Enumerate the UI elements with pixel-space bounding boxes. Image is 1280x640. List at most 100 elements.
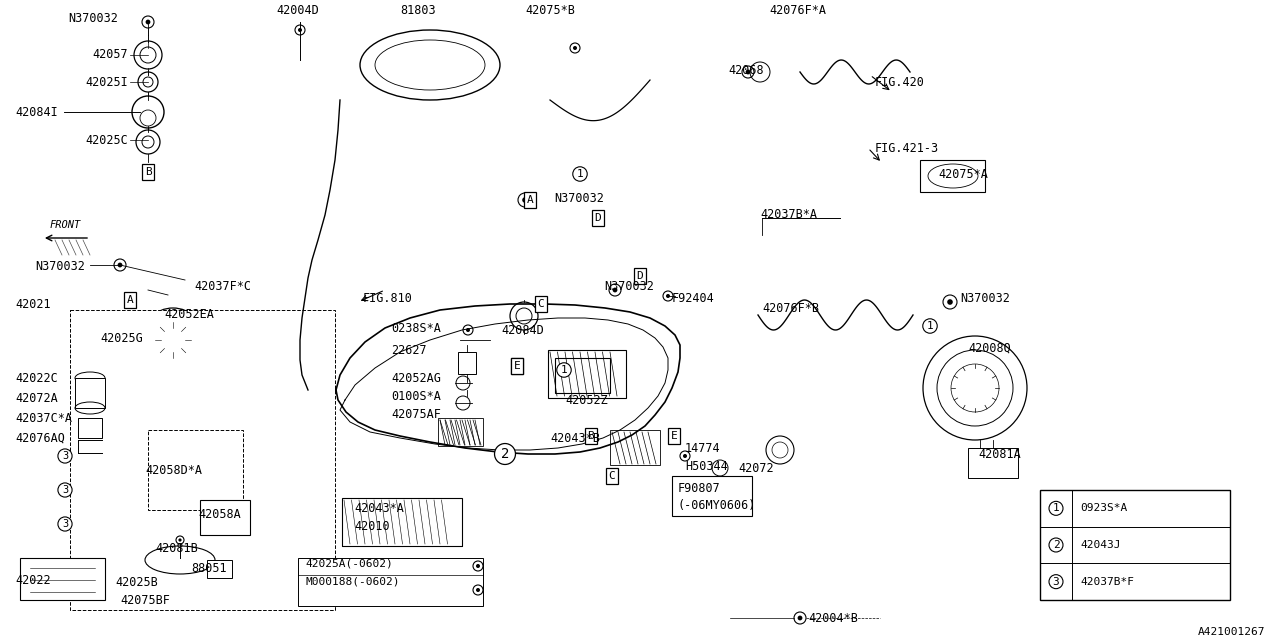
Text: 42075*A: 42075*A [938,168,988,182]
Text: 42075AF: 42075AF [390,408,440,420]
Circle shape [476,564,480,568]
Text: 42037B*F: 42037B*F [1080,577,1134,587]
Text: FIG.420: FIG.420 [876,76,925,88]
Text: 42008Q: 42008Q [968,342,1011,355]
FancyBboxPatch shape [78,418,102,438]
Text: M000188(-0602): M000188(-0602) [305,577,399,587]
Text: 88051: 88051 [191,561,227,575]
FancyBboxPatch shape [76,378,105,408]
Text: 42068: 42068 [728,63,764,77]
Text: 3: 3 [61,519,68,529]
Circle shape [476,588,480,592]
Text: 42037F*C: 42037F*C [195,280,251,292]
Text: 42043J: 42043J [1080,540,1120,550]
Text: 42052Z: 42052Z [564,394,608,406]
Text: 42057: 42057 [92,49,128,61]
FancyBboxPatch shape [968,448,1018,478]
Text: 42025G: 42025G [100,332,143,344]
Text: 0923S*A: 0923S*A [1080,503,1128,513]
Text: FIG.421-3: FIG.421-3 [876,141,940,154]
Text: 42058D*A: 42058D*A [145,463,202,477]
Circle shape [613,287,617,292]
Text: F92404: F92404 [672,291,714,305]
Text: (-06MY0606): (-06MY0606) [678,499,756,511]
FancyBboxPatch shape [207,560,232,578]
Circle shape [797,616,803,620]
Text: N370032: N370032 [960,291,1010,305]
Text: 22627: 22627 [390,344,426,356]
Text: E: E [513,361,521,371]
FancyBboxPatch shape [920,160,986,192]
FancyBboxPatch shape [1039,490,1230,600]
Circle shape [947,299,952,305]
FancyBboxPatch shape [438,418,483,446]
Text: A: A [127,295,133,305]
Text: 42021: 42021 [15,298,51,312]
Text: 42076F*A: 42076F*A [769,3,827,17]
Text: 42081A: 42081A [978,447,1020,461]
Text: 42022C: 42022C [15,371,58,385]
Text: B: B [588,431,594,441]
FancyBboxPatch shape [611,430,660,465]
Text: 42052EA: 42052EA [164,308,214,321]
Circle shape [745,70,750,74]
Text: 42025I: 42025I [86,76,128,88]
Text: 42025C: 42025C [86,134,128,147]
Text: 1: 1 [561,365,567,375]
FancyBboxPatch shape [342,498,462,546]
Text: B: B [145,167,151,177]
Circle shape [146,20,151,24]
Text: 42076F*B: 42076F*B [762,301,819,314]
FancyBboxPatch shape [20,558,105,600]
FancyBboxPatch shape [200,500,250,535]
Circle shape [684,454,687,458]
FancyBboxPatch shape [672,476,753,516]
Text: 42081B: 42081B [155,541,197,554]
Text: 3: 3 [61,451,68,461]
Text: 42084I: 42084I [15,106,58,118]
Circle shape [298,28,302,32]
Text: 42025A(-0602): 42025A(-0602) [305,559,393,569]
Text: N370032: N370032 [35,259,84,273]
Text: 3: 3 [1052,577,1060,587]
Text: 2: 2 [500,447,509,461]
Circle shape [118,262,123,268]
Circle shape [466,328,470,332]
Text: C: C [538,299,544,309]
FancyBboxPatch shape [548,350,626,398]
Text: 42025B: 42025B [115,575,157,589]
Text: 14774: 14774 [685,442,721,454]
Circle shape [522,197,527,203]
Text: 42043*A: 42043*A [355,502,404,515]
FancyBboxPatch shape [458,352,476,374]
FancyBboxPatch shape [148,430,243,510]
Text: 42058A: 42058A [198,509,241,522]
Text: 42004D: 42004D [276,3,320,17]
Text: D: D [636,271,644,281]
Text: N370032: N370032 [68,12,118,24]
Text: 0100S*A: 0100S*A [390,390,440,403]
Text: 42004*B: 42004*B [808,611,858,625]
Text: C: C [608,471,616,481]
Circle shape [178,538,182,541]
Text: 0238S*A: 0238S*A [390,321,440,335]
Text: E: E [513,361,521,371]
Text: FIG.810: FIG.810 [364,291,413,305]
Text: 42037C*A: 42037C*A [15,412,72,424]
Text: 42010: 42010 [355,520,389,532]
Text: 42075*B: 42075*B [525,3,575,17]
Circle shape [573,46,577,50]
FancyBboxPatch shape [70,310,335,610]
Text: 1: 1 [927,321,933,331]
Text: 42052AG: 42052AG [390,371,440,385]
Text: 3: 3 [61,485,68,495]
Text: 1: 1 [576,169,584,179]
Text: N370032: N370032 [604,280,654,292]
Text: A421001267: A421001267 [1198,627,1265,637]
Text: 81803: 81803 [401,3,435,17]
FancyBboxPatch shape [556,358,611,393]
Text: 2: 2 [1052,540,1060,550]
FancyBboxPatch shape [298,558,483,606]
Text: 42076AQ: 42076AQ [15,431,65,445]
Text: 42037B*A: 42037B*A [760,209,817,221]
